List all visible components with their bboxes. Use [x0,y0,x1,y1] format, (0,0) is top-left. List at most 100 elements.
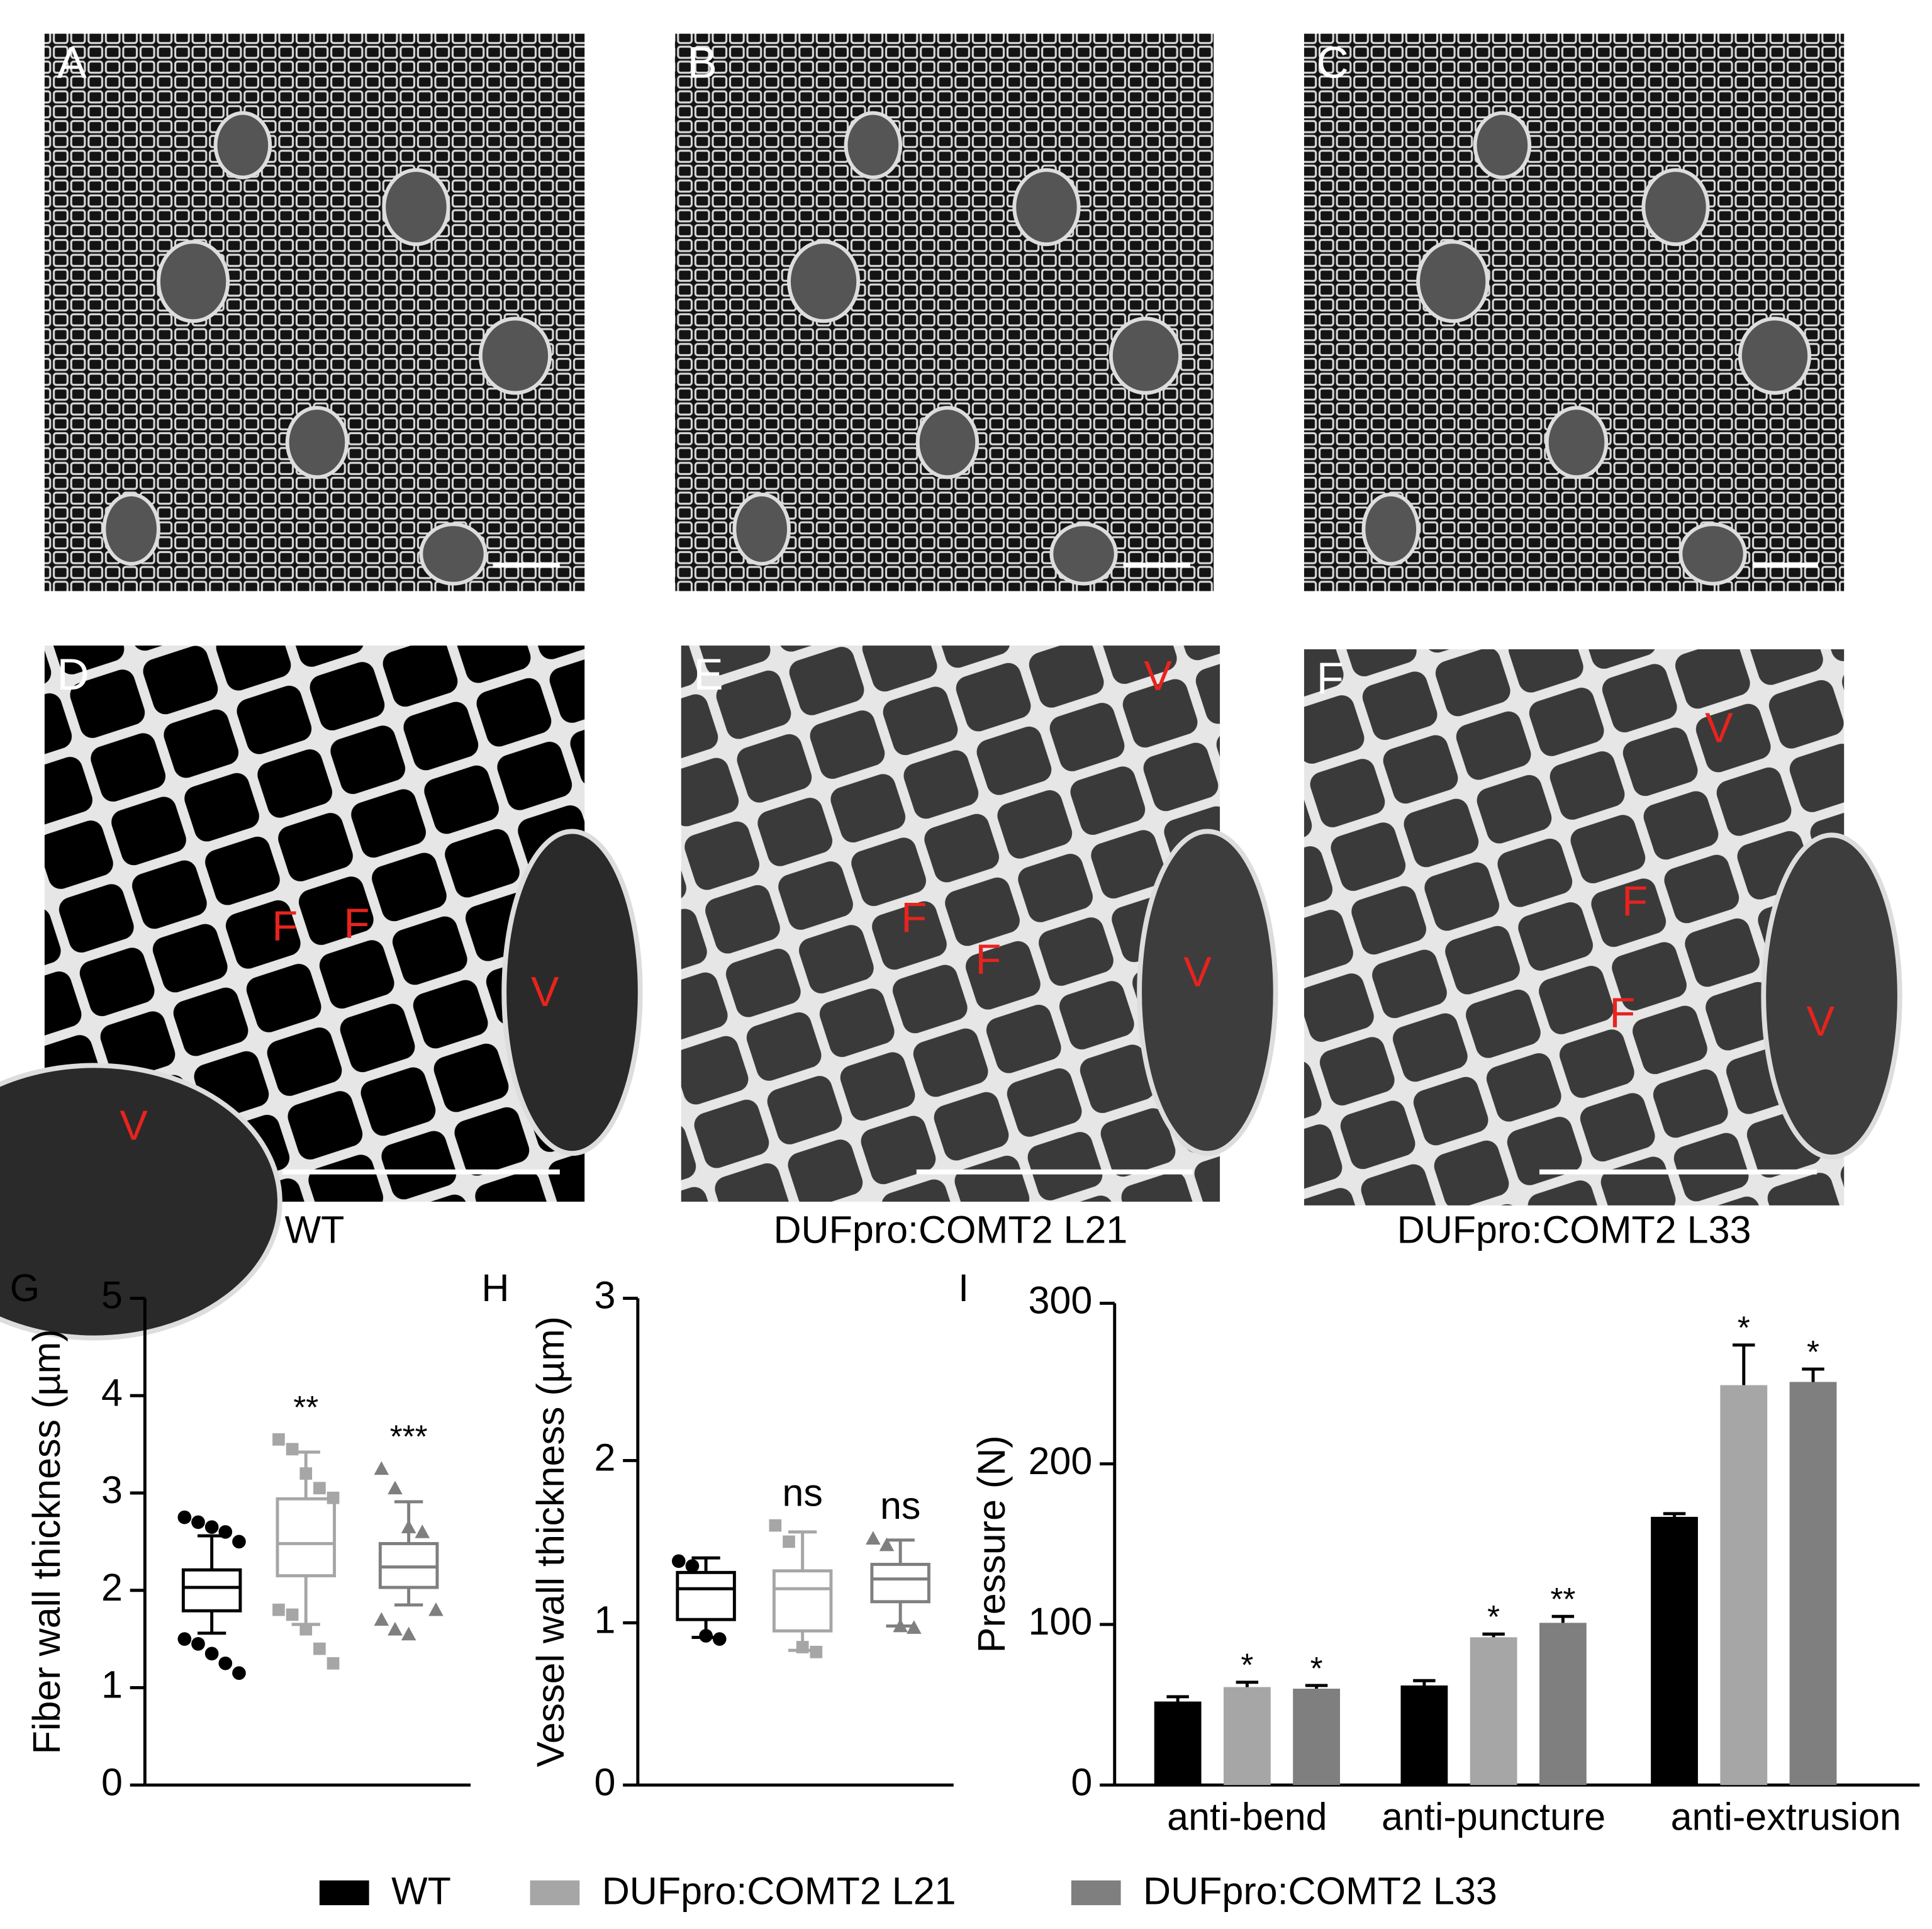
box [870,1563,930,1604]
cell-label: F [344,900,370,948]
y-tick-label: 3 [594,1274,615,1317]
bar [1789,1382,1837,1786]
y-tick-label: 300 [1028,1279,1092,1322]
significance: ** [1550,1581,1575,1617]
outlier [796,1641,809,1653]
bar [1154,1701,1202,1786]
outlier [712,1632,727,1646]
legend-swatch [1071,1880,1121,1906]
y-tick-label: 1 [594,1598,615,1641]
y-tick-label: 5 [101,1274,123,1317]
outlier [232,1535,246,1549]
outlier [769,1519,782,1532]
panel-letter: F [1317,654,1344,703]
vessel [1544,406,1609,479]
vessel [1738,316,1812,395]
box [772,1569,833,1633]
vessel [1473,111,1532,179]
outlier [374,1612,389,1626]
outlier [810,1645,823,1658]
outlier [218,1656,233,1670]
panel-letter: C [1317,38,1349,88]
x-tick-label: anti-puncture [1382,1795,1605,1838]
y-tick-label: 2 [101,1566,123,1609]
vessel [1137,829,1278,1156]
outlier [866,1531,881,1545]
vessel [844,111,903,179]
cell-label: F [1622,878,1648,925]
y-tick-label: 0 [101,1760,123,1803]
cell-label: V [1705,705,1733,752]
outlier [299,1467,313,1480]
box [181,1568,242,1613]
outlier [428,1602,444,1616]
outlier [299,1623,313,1636]
vessel [915,406,980,479]
bar [1470,1637,1517,1786]
outlier [401,1519,416,1533]
significance: * [1738,1310,1750,1346]
outlier [232,1666,246,1680]
vessel [1416,240,1490,323]
significance: * [1310,1650,1323,1686]
vessel [1049,522,1118,586]
micrograph [681,646,1220,1202]
vessel [478,316,552,395]
y-tick-label: 4 [101,1371,123,1414]
y-axis-title: Pressure (N) [970,1435,1013,1653]
significance: * [1241,1647,1253,1683]
outlier [191,1515,205,1529]
panel-letter: B [688,38,717,88]
box [676,1570,736,1621]
vessel [732,492,791,566]
outlier [218,1525,233,1539]
outlier [327,1657,340,1670]
box [276,1497,336,1577]
cell-label: F [901,894,927,941]
significance: *** [390,1419,428,1455]
vessel [419,522,488,586]
outlier [893,1618,908,1633]
vessel [285,406,349,479]
bar [1539,1623,1587,1786]
outlier [204,1520,219,1534]
legend: WT DUFpro:COMT2 L21 DUFpro:COMT2 L33 [319,1870,1497,1913]
legend-swatch [530,1880,580,1906]
vessel [1641,168,1710,247]
caption: WT [285,1208,345,1251]
caption: DUFpro:COMT2 L33 [1397,1208,1751,1251]
legend-label: WT [391,1870,451,1913]
significance: ** [293,1389,318,1425]
vessel [382,168,450,247]
outlier [286,1608,299,1621]
vessel [787,240,861,323]
vessel [157,240,230,323]
outlier [374,1461,389,1475]
vessel [1108,316,1183,395]
outlier [272,1603,285,1616]
panel-letter: D [57,650,89,700]
outlier [191,1637,205,1651]
bar [1651,1516,1698,1786]
significance: ns [880,1484,920,1527]
outlier [783,1535,795,1548]
x-tick-label: anti-extrusion [1671,1795,1901,1838]
y-tick-label: 100 [1028,1600,1092,1643]
outlier [415,1524,430,1538]
cell-label: V [1144,652,1172,700]
vessel [1012,168,1081,247]
vessel [213,111,272,179]
bar [1223,1687,1271,1786]
bar [1720,1385,1768,1786]
vessel [501,829,643,1156]
y-axis-title: Fiber wall thickness (µm) [25,1329,68,1754]
bar [1293,1689,1341,1786]
vessel [1761,832,1902,1160]
cell-label: F [1609,989,1635,1036]
cell-label: F [272,903,298,950]
cell-label: V [120,1102,148,1149]
y-tick-label: 200 [1028,1440,1092,1482]
